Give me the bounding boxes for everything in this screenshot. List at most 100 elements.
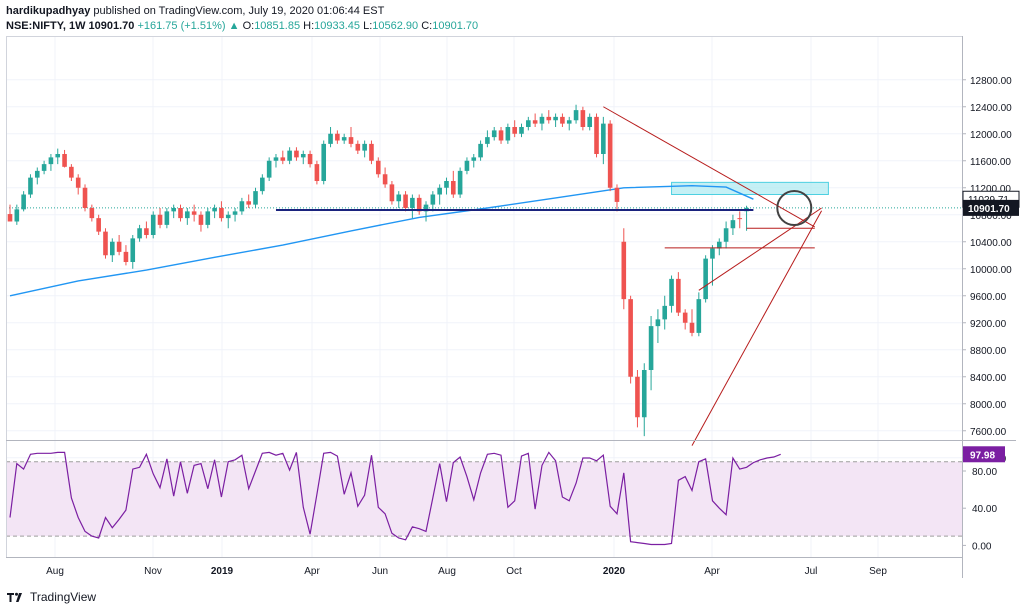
candle-body (587, 116, 592, 127)
author-name[interactable]: hardikupadhyay (6, 5, 91, 17)
rsi-last-label: 97.98 (970, 450, 995, 461)
time-tick-label: 2019 (211, 566, 234, 577)
candle-body (69, 166, 74, 178)
price-tick-label: 11600.00 (970, 157, 1011, 168)
price-tick-label: 8800.00 (970, 346, 1007, 357)
candle-body (512, 127, 517, 134)
highlight-circle (776, 190, 813, 226)
ohlc-values: O:10851.85 H:10933.45 L:10562.90 C:10901… (242, 20, 479, 32)
time-tick-label: Apr (704, 566, 720, 577)
candle-body (471, 157, 477, 161)
price-tick-label: 12800.00 (970, 76, 1012, 87)
candle-body (430, 194, 436, 205)
symbol-label[interactable]: NSE:NIFTY, 1W (6, 20, 86, 32)
candle-body (123, 251, 129, 262)
annotation-zones (6, 181, 962, 209)
candle-body (355, 143, 361, 151)
axes: 7200.007600.008000.008400.008800.009200.… (6, 36, 1020, 578)
candle-body (287, 150, 292, 161)
candle-body (150, 214, 156, 235)
time-tick-label: Jun (372, 566, 388, 577)
candle-body (669, 278, 674, 306)
candle-body (580, 110, 586, 127)
candle-body (307, 154, 313, 165)
time-tick-label: Aug (46, 566, 64, 577)
candle-body (314, 164, 320, 181)
candle-body (328, 133, 333, 144)
publish-info: hardikupadhyay published on TradingView.… (6, 5, 384, 17)
candle-body (710, 248, 715, 259)
candle-body (703, 258, 708, 300)
current-price-label: 10901.70 (968, 204, 1010, 215)
open-value: 10851.85 (254, 20, 301, 32)
candle-body (341, 137, 347, 141)
candle-body (444, 181, 449, 188)
candle-body (410, 197, 415, 208)
price-tick-label: 10400.00 (970, 238, 1012, 249)
candle-body (505, 127, 511, 141)
price-tick-label: 10800.00 (970, 211, 1012, 222)
candle-body (648, 326, 654, 370)
candle-body (485, 137, 490, 144)
candle-body (219, 208, 224, 219)
candle-body (601, 123, 606, 154)
grid-lines (6, 36, 962, 557)
candle-body (75, 177, 81, 188)
candle-body (635, 376, 640, 418)
candle-body (532, 120, 538, 124)
time-tick-label: Sep (869, 566, 887, 577)
candle-body (144, 228, 149, 235)
candle-body (437, 187, 442, 195)
trend-line (691, 210, 823, 446)
candle-body (260, 177, 265, 192)
price-tick-label: 8400.00 (970, 373, 1007, 384)
time-tick-label: Jul (805, 566, 818, 577)
candle-body (389, 184, 395, 202)
candle-body (737, 218, 743, 220)
candle-body (498, 130, 504, 141)
rsi-line (9, 451, 781, 546)
tradingview-logo-icon[interactable] (6, 590, 26, 604)
rsi-tick-label: 40.00 (972, 504, 997, 515)
candle-body (362, 143, 367, 151)
candle-body (519, 127, 524, 134)
candle-body (300, 154, 306, 158)
candle-body (464, 160, 470, 171)
candle-body (403, 194, 408, 208)
time-tick-label: Apr (304, 566, 320, 577)
candle-body (246, 201, 251, 205)
candle-body (676, 278, 681, 313)
candle-body (573, 110, 579, 121)
candle-body (198, 214, 204, 225)
candle-body (321, 143, 327, 181)
candle-body (655, 319, 661, 327)
candle-body (82, 187, 88, 208)
price-change: +161.75 (+1.51%) (137, 20, 226, 32)
candle-body (560, 116, 565, 124)
candle-body (723, 228, 729, 242)
candle-body (451, 181, 456, 195)
candle-body (110, 241, 115, 256)
price-tick-label: 8000.00 (970, 400, 1007, 411)
candle-body (253, 191, 258, 205)
candle-body (157, 214, 163, 225)
candle-body (266, 160, 272, 178)
price-tick-label: 7600.00 (970, 427, 1007, 438)
candle-body (137, 228, 142, 239)
footer-brand[interactable]: TradingView (30, 590, 97, 604)
candle-body (416, 197, 422, 212)
candle-body (89, 208, 95, 219)
candle-body (369, 143, 374, 161)
candle-body (696, 299, 702, 333)
candle-body (225, 214, 231, 219)
rsi-last-label-bg (963, 446, 1005, 463)
candle-body (382, 174, 388, 185)
candle-body (178, 208, 183, 219)
candle-body (566, 120, 572, 124)
candle-body (55, 154, 61, 158)
candle-body (641, 370, 647, 418)
candle-body (594, 116, 599, 154)
candle-body (48, 157, 54, 165)
trend-drawings[interactable] (275, 106, 823, 446)
